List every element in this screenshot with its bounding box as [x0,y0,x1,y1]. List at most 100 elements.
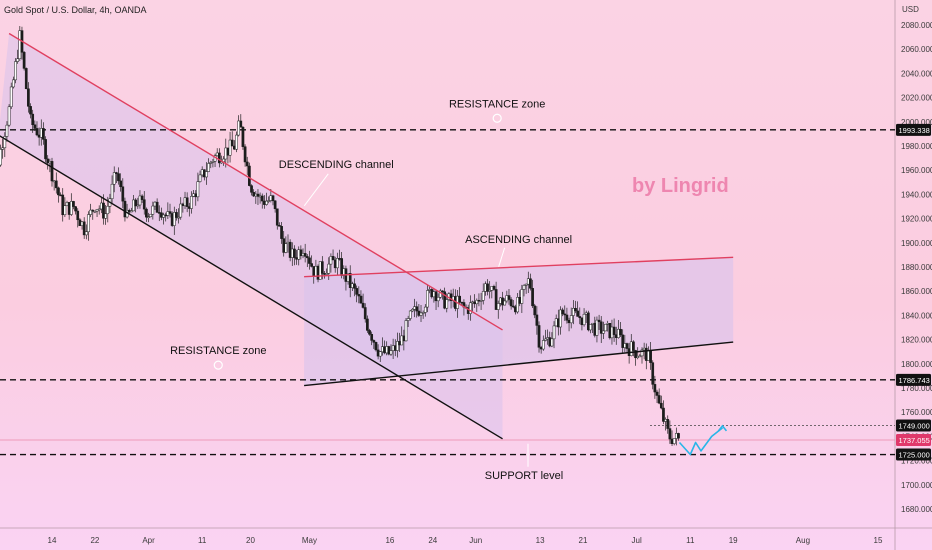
candle [677,432,680,441]
candle-body [7,106,11,126]
candle-body [252,192,256,197]
candle [69,193,73,216]
candle-body [666,419,670,429]
candle-body [205,171,208,178]
candle-body [634,350,637,359]
candle [662,400,665,425]
candle-body [314,265,318,277]
candle-body [524,283,528,286]
candle [245,156,249,176]
candle-body [520,289,524,304]
candle [494,281,498,310]
candle [672,438,676,446]
candle [243,144,247,167]
candle [411,308,414,313]
candle-body [5,124,9,137]
y-tick-label: 2000.000 [901,118,932,127]
candle-body [363,307,367,320]
candle-body [610,326,614,339]
x-tick-label: Jul [632,536,642,545]
candle [93,210,97,214]
candle-body [138,195,142,206]
candle-body [617,328,620,338]
candle-body [63,205,67,216]
price-tag-label: 1737.055 [899,436,930,445]
candle [653,375,657,399]
candle-body [355,288,359,295]
projection-path [678,427,723,456]
candle [436,293,440,308]
candle-body [398,341,401,346]
candle-body [305,256,309,259]
x-tick-label: 20 [246,536,255,545]
candle [329,253,333,273]
candle-body [348,273,352,288]
candle-body [308,257,311,264]
candle-body [563,313,567,316]
candle [91,209,95,220]
candle-body [134,199,138,207]
candle-body [215,152,219,156]
candle [198,170,202,183]
candle-body [477,299,481,302]
candle [305,254,309,268]
annotation-pointer [498,247,506,267]
candle [438,288,442,299]
price-tag-label: 1786.743 [899,376,930,385]
candle [84,224,88,240]
candle-body [357,294,361,297]
candle-body [494,289,498,310]
candle-body [211,161,215,163]
candle-body [569,315,573,324]
candle [396,332,399,358]
candle [621,329,625,353]
candle-body [179,203,183,218]
x-tick-label: 11 [198,536,207,545]
candle-body [531,288,534,307]
candle-body [207,163,210,172]
candle-body [74,206,77,212]
candle-body [54,180,58,189]
candle [130,207,133,213]
candle [303,243,307,263]
candle [209,160,213,169]
candle-body [155,201,159,213]
candle [619,322,622,337]
candle-body [580,317,584,326]
candle-body [406,318,410,321]
candle-body [413,306,416,310]
candle-body [636,356,640,359]
x-tick-label: 19 [729,536,738,545]
candle [112,166,116,193]
candle [511,299,515,309]
candle-body [507,295,511,300]
candle [589,324,592,334]
candle-body [593,322,597,336]
candle [426,285,429,313]
candle-body [323,273,326,275]
x-tick-label: Aug [796,536,810,545]
candle-body [142,199,146,210]
candle [239,114,243,128]
candle-body [561,309,564,315]
candle [87,211,90,241]
candle [74,205,77,215]
candle [12,76,15,89]
candle-body [194,193,198,198]
candle-body [35,128,39,136]
candle [574,300,577,314]
candle-body [151,205,155,215]
candle-body [145,208,148,218]
candle [24,67,28,90]
candle [335,252,339,276]
candle [651,360,655,390]
candle [576,301,579,317]
candle-body [535,314,539,326]
candle-body [351,283,354,288]
trendline-ascending-upper [304,256,734,278]
candle-body [659,402,663,409]
candle-body [546,337,549,340]
candle [430,288,434,299]
